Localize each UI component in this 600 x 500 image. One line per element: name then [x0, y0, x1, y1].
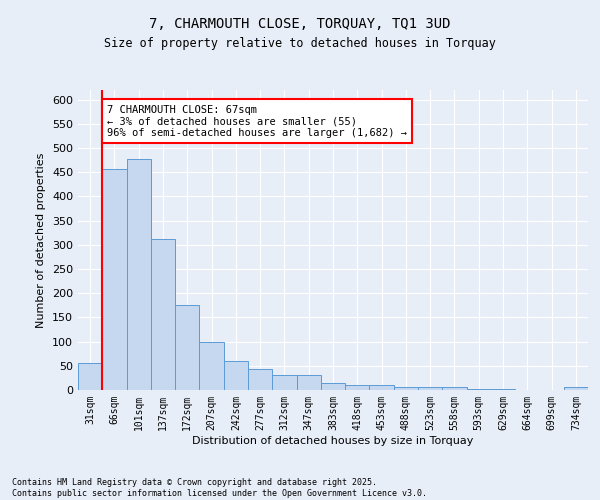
Text: Size of property relative to detached houses in Torquay: Size of property relative to detached ho…	[104, 38, 496, 51]
Bar	[248, 369, 272, 390]
Bar	[564, 387, 588, 390]
Bar	[296, 374, 321, 390]
Bar	[127, 158, 151, 390]
Bar	[345, 385, 370, 390]
Bar	[272, 376, 296, 390]
Bar	[224, 361, 248, 390]
Bar	[394, 386, 418, 390]
Bar	[175, 306, 199, 390]
Bar	[78, 364, 102, 390]
Y-axis label: Number of detached properties: Number of detached properties	[37, 152, 46, 328]
X-axis label: Distribution of detached houses by size in Torquay: Distribution of detached houses by size …	[193, 436, 473, 446]
Text: 7 CHARMOUTH CLOSE: 67sqm
← 3% of detached houses are smaller (55)
96% of semi-de: 7 CHARMOUTH CLOSE: 67sqm ← 3% of detache…	[107, 104, 407, 138]
Bar	[491, 389, 515, 390]
Bar	[321, 383, 345, 390]
Bar	[199, 342, 224, 390]
Bar	[370, 385, 394, 390]
Bar	[151, 239, 175, 390]
Bar	[418, 386, 442, 390]
Text: 7, CHARMOUTH CLOSE, TORQUAY, TQ1 3UD: 7, CHARMOUTH CLOSE, TORQUAY, TQ1 3UD	[149, 18, 451, 32]
Bar	[102, 170, 127, 390]
Bar	[467, 389, 491, 390]
Bar	[442, 386, 467, 390]
Text: Contains HM Land Registry data © Crown copyright and database right 2025.
Contai: Contains HM Land Registry data © Crown c…	[12, 478, 427, 498]
